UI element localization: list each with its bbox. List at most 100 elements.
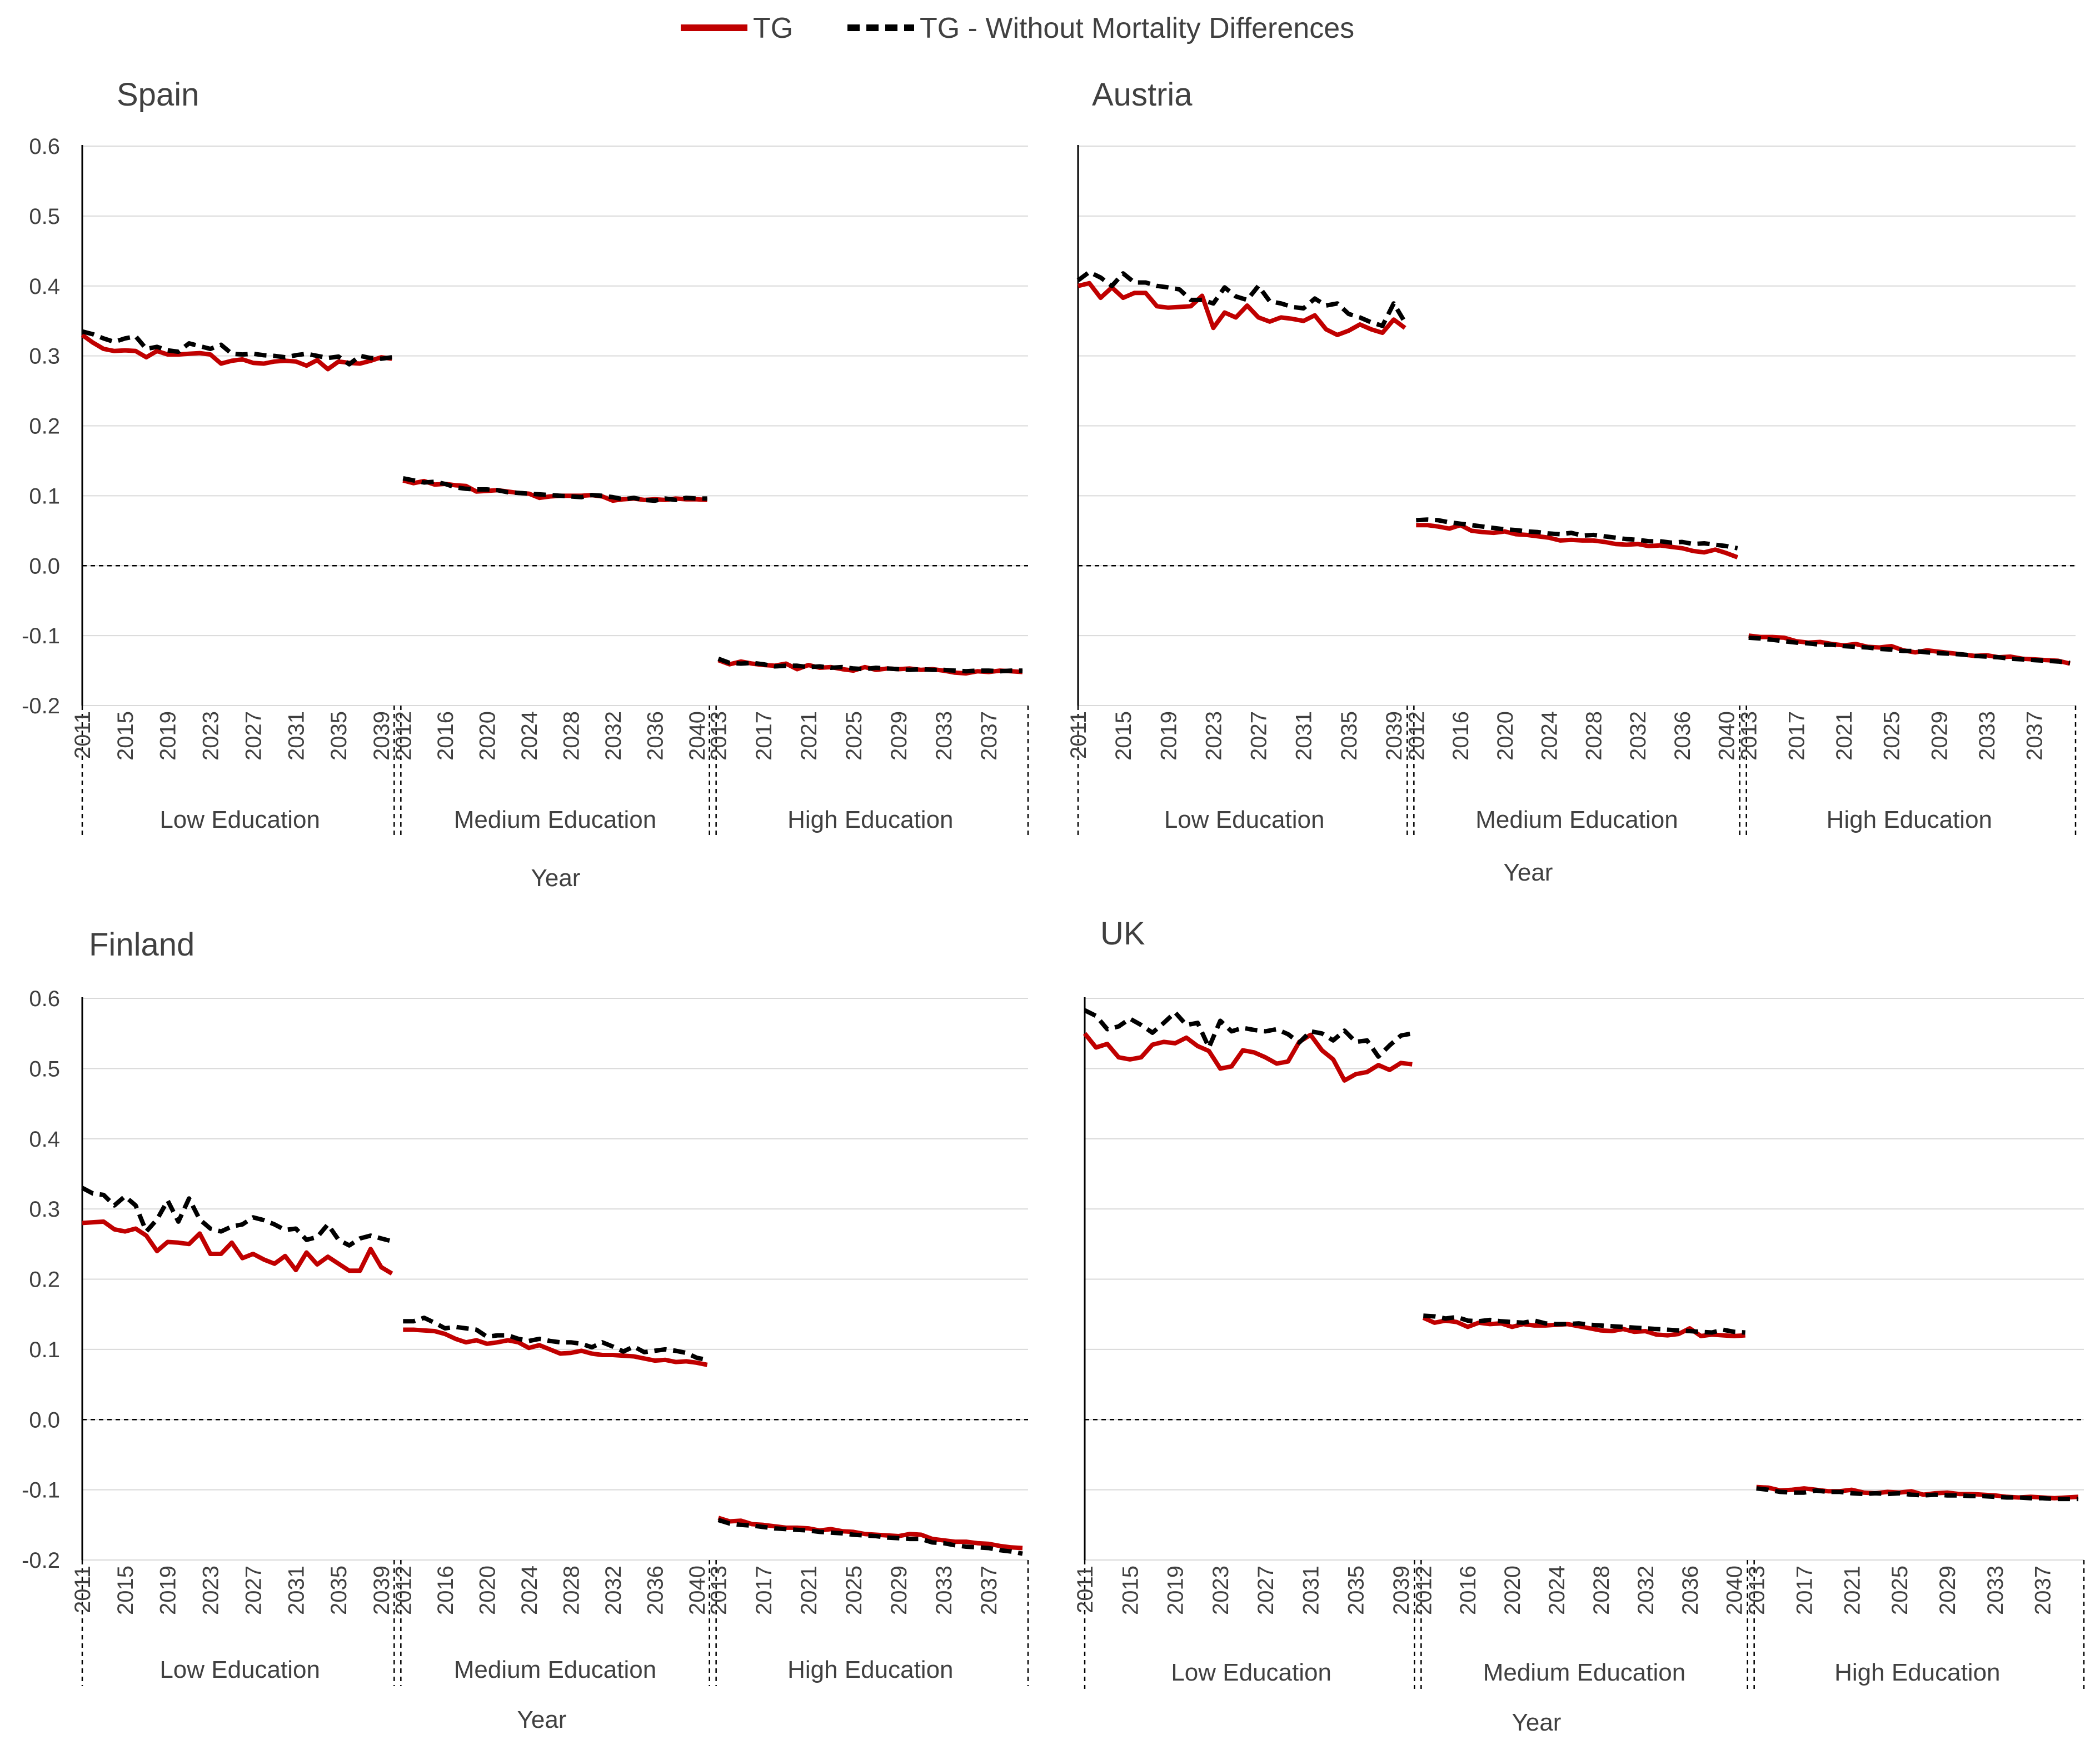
x-tick-label: 2013 (707, 1566, 731, 1615)
y-tick-label: 0.6 (29, 134, 60, 159)
x-tick-label: 2016 (1456, 1566, 1480, 1615)
x-tick-label: 2016 (433, 711, 458, 761)
y-tick-label: 0.1 (29, 1338, 60, 1362)
group-label: Medium Education (454, 1656, 656, 1683)
y-tick-label: 0.3 (29, 344, 60, 369)
x-tick-label: 2021 (797, 711, 821, 761)
x-tick-label: 2011 (1066, 711, 1091, 759)
series-line-tg (717, 1516, 1023, 1551)
x-tick-label: 2035 (1337, 711, 1361, 761)
x-tick-label: 2024 (1538, 711, 1562, 761)
x-tick-label: 2025 (1888, 1566, 1912, 1615)
x-tick-label: 2020 (475, 711, 500, 761)
x-tick-label: 2023 (199, 711, 223, 761)
group-label: Low Education (159, 806, 320, 833)
group-label: Low Education (1171, 1659, 1331, 1686)
y-tick-label: 0.4 (29, 1127, 60, 1152)
series-line-tg-without-mortality (81, 329, 392, 367)
series-line-tg (1078, 281, 1406, 337)
x-tick-label: 2013 (707, 711, 731, 761)
series-line-tg-without-mortality (1084, 1008, 1413, 1059)
x-tick-label: 2015 (1118, 1566, 1143, 1615)
x-axis-title: Year (517, 1706, 567, 1733)
x-tick-label: 2020 (1493, 711, 1518, 761)
legend-label-tg: TG (753, 12, 793, 44)
x-tick-label: 2015 (113, 1566, 138, 1615)
x-tick-label: 2025 (842, 1566, 866, 1615)
x-tick-label: 2037 (2031, 1566, 2056, 1615)
x-tick-label: 2019 (156, 1566, 181, 1615)
x-tick-label: 2040 (685, 711, 710, 761)
x-tick-label: 2031 (284, 1566, 308, 1615)
x-tick-label: 2011 (1073, 1566, 1098, 1613)
panel-title: Spain (117, 77, 199, 113)
x-tick-label: 2029 (887, 1566, 911, 1615)
x-tick-label: 2033 (932, 1566, 956, 1615)
x-tick-label: 2020 (475, 1566, 500, 1615)
x-tick-label: 2023 (1201, 711, 1226, 761)
x-tick-label: 2040 (685, 1566, 710, 1615)
x-tick-label: 2031 (1299, 1566, 1323, 1615)
series-line-tg-without-mortality (1416, 517, 1738, 551)
panels: 0.6 0.5 0.4 0.3 0.2 0.1 0.0 -0.1 -0.2 Spain Year 20… (22, 77, 2085, 1736)
x-tick-label: 2029 (887, 711, 911, 761)
x-tick-label: 2032 (1626, 711, 1650, 761)
x-tick-label: 2028 (559, 711, 583, 761)
x-tick-label: 2035 (327, 1566, 351, 1615)
x-tick-label: 2039 (370, 1566, 394, 1615)
x-tick-label: 2023 (199, 1566, 223, 1615)
series-line-tg (81, 333, 392, 372)
x-tick-label: 2036 (643, 711, 667, 761)
chart-panel: 0.6 0.5 0.4 0.3 0.2 0.1 0.0 -0.1 -0.2 Spain Year 20… (22, 77, 1029, 892)
x-tick-label: 2020 (1500, 1566, 1525, 1615)
series-line-tg-without-mortality (1076, 269, 1407, 328)
x-tick-label: 2016 (433, 1566, 458, 1615)
chart-panel: Austria Year 2011 2015 2019 2023 2027 2031 2035 2… (1066, 77, 2077, 886)
y-tick-label: 0.6 (29, 987, 60, 1011)
x-tick-label: 2017 (1792, 1566, 1817, 1615)
group-label: High Education (1834, 1659, 2000, 1686)
x-tick-label: 2021 (1840, 1566, 1864, 1615)
x-tick-label: 2033 (1983, 1566, 2008, 1615)
y-tick-label: -0.2 (22, 1548, 60, 1573)
y-tick-label: 0.2 (29, 414, 60, 439)
x-tick-label: 2028 (1589, 1566, 1614, 1615)
group-label: Medium Education (1483, 1659, 1685, 1686)
x-tick-label: 2017 (1784, 711, 1809, 761)
x-tick-label: 2032 (601, 1566, 626, 1615)
y-tick-label: 0.4 (29, 274, 60, 299)
x-tick-label: 2037 (2023, 711, 2047, 761)
x-tick-label: 2031 (1292, 711, 1316, 761)
x-axis-title: Year (1504, 859, 1553, 886)
y-tick-label: 0.5 (29, 1057, 60, 1081)
x-tick-label: 2015 (1111, 711, 1136, 761)
series-line-tg-without-mortality (403, 1316, 708, 1362)
x-tick-label: 2024 (1545, 1566, 1569, 1615)
x-tick-label: 2036 (643, 1566, 667, 1615)
x-tick-label: 2039 (1389, 1566, 1414, 1615)
x-tick-label: 2023 (1209, 1566, 1233, 1615)
y-tick-label: 0.5 (29, 204, 60, 229)
series-line-tg-without-mortality (717, 1518, 1023, 1556)
x-tick-label: 2027 (1254, 1566, 1278, 1615)
panel-title: Finland (89, 927, 194, 963)
x-tick-label: 2040 (1715, 711, 1739, 761)
x-tick-label: 2039 (1382, 711, 1406, 761)
x-tick-label: 2015 (113, 711, 138, 761)
x-tick-label: 2025 (1880, 711, 1904, 761)
group-label: Medium Education (454, 806, 656, 833)
x-tick-label: 2027 (241, 711, 266, 761)
x-tick-label: 2037 (977, 1566, 1001, 1615)
x-tick-label: 2040 (1723, 1566, 1747, 1615)
x-tick-label: 2036 (1670, 711, 1695, 761)
series-line-tg-without-mortality (717, 656, 1022, 674)
x-tick-label: 2037 (977, 711, 1001, 761)
series-line-tg-without-mortality (1423, 1313, 1745, 1335)
x-tick-label: 2032 (601, 711, 626, 761)
x-tick-label: 2033 (932, 711, 956, 761)
x-tick-label: 2012 (1411, 1566, 1436, 1615)
y-tick-label: -0.1 (22, 1478, 60, 1503)
chart-panel: UK Year 2011 2015 2019 2023 2027 2031 2035 2039 Lo… (1073, 916, 2085, 1736)
group-label: High Education (787, 806, 953, 833)
group-label: High Education (1827, 806, 1992, 833)
